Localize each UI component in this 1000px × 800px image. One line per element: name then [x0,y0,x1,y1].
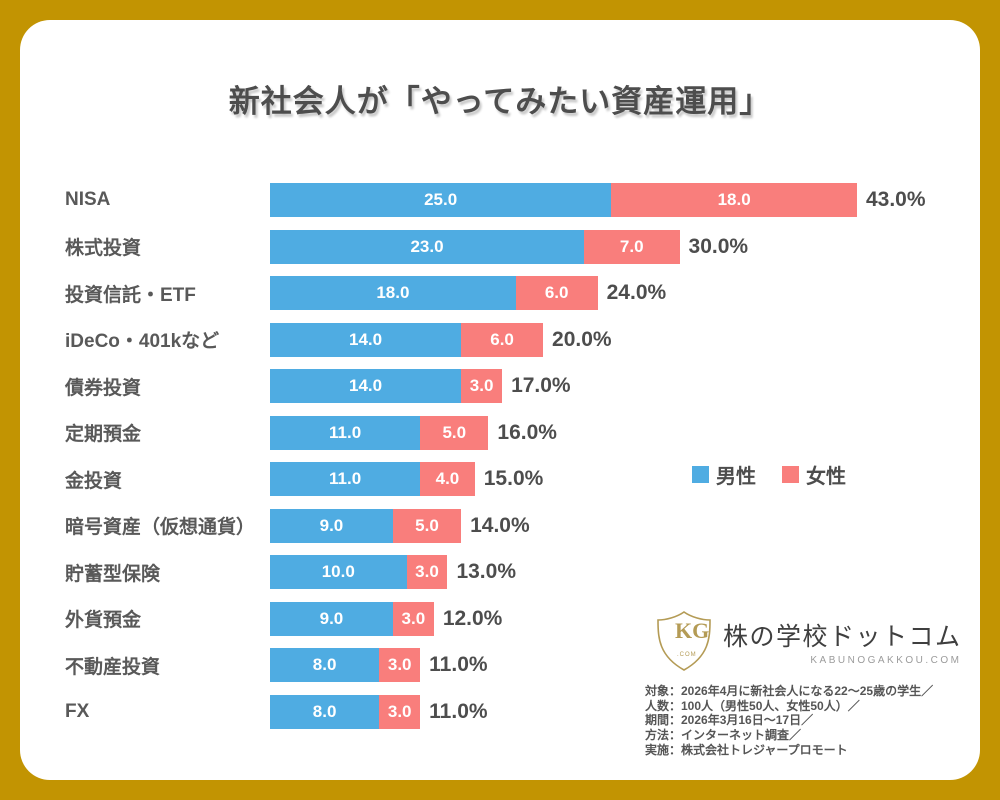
chart-row: 債券投資 14.0 3.0 17.0% [65,369,955,403]
male-legend-swatch [692,466,709,483]
footnote-line-period: 期間：2026年3月16日～17日／ [645,713,814,728]
chart-row: 定期預金 11.0 5.0 16.0% [65,415,955,450]
stacked-bar: 8.0 3.0 [270,694,421,729]
footnote-line-target: 対象：2026年4月に新社会人になる22～25歳の学生／ [645,684,934,698]
stacked-bar: 23.0 7.0 [270,229,680,264]
chart-row: FX 8.0 3.0 11.0% [65,694,955,729]
chart-row: 不動産投資 8.0 3.0 11.0% [65,648,955,682]
legend-item-male: 男性 [692,460,756,489]
total-percentage-label: 12.0% [442,606,503,630]
category-label: 投資信託・ETF [65,284,196,306]
stacked-bar: 25.0 18.0 [270,183,857,217]
male-segment: 11.0 [270,415,421,450]
footnote-line-conductor: 実施：株式会社トレジャープロモート [645,742,848,757]
logo-name: 株の学校ドットコム [723,622,962,651]
female-segment: 3.0 [379,648,421,682]
total-percentage-label: 16.0% [497,420,557,444]
female-segment: 6.0 [515,276,598,310]
stacked-bar: 11.0 4.0 [270,462,475,496]
category-label: 不動産投資 [65,656,161,678]
svg-text:KG: KG [675,618,709,643]
legend-label-female: 女性 [806,466,846,488]
total-percentage-label: 11.0% [429,699,488,723]
female-segment: 3.0 [392,601,434,636]
stacked-bar: 18.0 6.0 [270,276,598,310]
total-percentage-label: 14.0% [470,513,530,537]
chart-legend: 男性 女性 [692,460,846,489]
stacked-bar: 14.0 3.0 [270,369,503,403]
male-segment: 18.0 [270,276,516,310]
stacked-bar-chart: NISA 25.0 18.0 43.0% 株式投資 23.0 7.0 30.0% 投資信託・ET… [65,183,955,741]
male-segment: 10.0 [270,555,407,589]
stacked-bar: 14.0 6.0 [270,322,544,357]
footnote-line-count: 人数：100人（男性50人、女性50人）／ [645,698,860,713]
chart-row: 暗号資産（仮想通貨） 9.0 5.0 14.0% [65,508,955,543]
footnote-line-method: 方法：インターネット調査／ [645,727,802,742]
stacked-bar: 9.0 3.0 [270,601,434,636]
category-label: FX [65,700,90,722]
stacked-bar: 10.0 3.0 [270,555,448,589]
stacked-bar: 11.0 5.0 [270,415,489,450]
total-percentage-label: 11.0% [429,653,488,676]
female-segment: 5.0 [392,508,462,543]
female-segment: 3.0 [406,555,448,589]
chart-row: 株式投資 23.0 7.0 30.0% [65,229,955,264]
total-percentage-label: 43.0% [865,188,926,211]
female-segment: 18.0 [611,183,857,217]
category-label: 金投資 [65,470,123,492]
chart-row: 外貨預金 9.0 3.0 12.0% [65,601,955,636]
svg-text:.COM: .COM [677,652,697,658]
stacked-bar: 9.0 5.0 [270,508,462,543]
total-percentage-label: 30.0% [688,234,749,258]
chart-row: 投資信託・ETF 18.0 6.0 24.0% [65,276,955,310]
male-segment: 8.0 [270,694,380,729]
survey-footnote: 対象：2026年4月に新社会人になる22～25歳の学生／ 人数：100人（男性5… [645,684,975,757]
female-segment: 3.0 [379,694,421,729]
category-label: 貯蓄型保険 [65,563,161,585]
total-percentage-label: 24.0% [606,281,667,304]
total-percentage-label: 20.0% [552,327,612,351]
female-segment: 6.0 [461,322,544,357]
category-label: 暗号資産（仮想通貨） [65,517,256,538]
category-label: 株式投資 [65,238,142,259]
kabunogakkou-logo: KG .COM 株の学校ドットコム KABUNOGAKKOU.COM [653,608,965,674]
male-segment: 14.0 [270,369,462,403]
female-segment: 5.0 [420,415,489,450]
chart-row: iDeCo・401kなど 14.0 6.0 20.0% [65,322,955,357]
chart-title: 新社会人が「やってみたい資産運用」 [228,84,772,119]
chart-row: 金投資 11.0 4.0 15.0% [65,462,955,496]
stacked-bar: 8.0 3.0 [270,648,421,682]
male-segment: 25.0 [270,183,612,217]
chart-panel: 新社会人が「やってみたい資産運用」 NISA 25.0 18.0 43.0% 株式投資 2… [20,20,980,780]
logo-domain: KABUNOGAKKOU.COM [810,654,962,666]
total-percentage-label: 17.0% [511,374,571,397]
male-segment: 11.0 [270,462,421,496]
female-legend-swatch [782,466,799,483]
total-percentage-label: 13.0% [456,560,516,583]
shield-monogram-icon: KG .COM [657,611,711,671]
chart-row: 貯蓄型保険 10.0 3.0 13.0% [65,555,955,589]
chart-row: NISA 25.0 18.0 43.0% [65,183,955,217]
male-segment: 23.0 [270,229,584,264]
category-label: 外貨預金 [65,610,142,631]
legend-item-female: 女性 [782,460,846,489]
female-segment: 7.0 [583,229,680,264]
female-segment: 4.0 [420,462,475,496]
legend-label-male: 男性 [716,466,756,488]
category-label: iDeCo・401kなど [65,331,220,352]
male-segment: 8.0 [270,648,380,682]
male-segment: 14.0 [270,322,462,357]
total-percentage-label: 15.0% [483,467,544,490]
logo-text-block: 株の学校ドットコム KABUNOGAKKOU.COM [723,617,962,666]
male-segment: 9.0 [270,508,393,543]
category-label: 定期預金 [65,424,142,445]
male-segment: 9.0 [270,601,393,636]
female-segment: 3.0 [461,369,503,403]
category-label: 債券投資 [65,377,142,399]
category-label: NISA [65,189,111,210]
